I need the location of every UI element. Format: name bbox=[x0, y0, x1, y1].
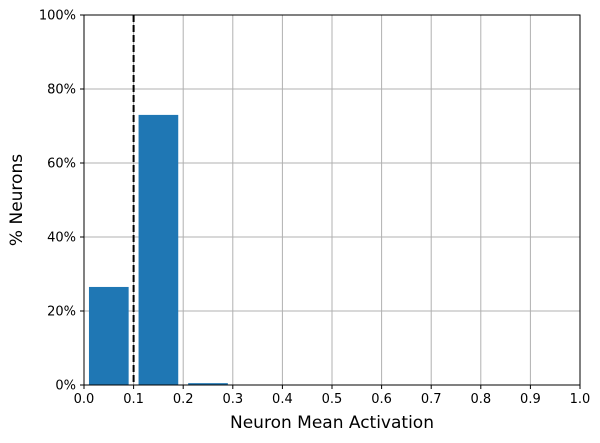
x-tick-label: 0.5 bbox=[322, 392, 343, 407]
y-tick-label: 20% bbox=[47, 305, 76, 320]
y-tick-label: 40% bbox=[47, 231, 76, 246]
x-tick-label: 0.2 bbox=[173, 392, 194, 407]
x-axis-ticks: 0.0 0.1 0.2 0.3 0.4 0.5 0.6 0.7 0.8 0.9 1.0 bbox=[74, 385, 591, 407]
x-tick-label: 0.7 bbox=[421, 392, 442, 407]
histogram-bar bbox=[188, 383, 228, 385]
histogram-bar bbox=[88, 286, 129, 385]
y-tick-label: 0% bbox=[55, 379, 76, 394]
y-tick-label: 60% bbox=[47, 157, 76, 172]
y-tick-label: 80% bbox=[47, 83, 76, 98]
y-axis-label: % Neurons bbox=[7, 154, 27, 246]
x-tick-label: 0.0 bbox=[74, 392, 95, 407]
x-tick-label: 0.4 bbox=[272, 392, 293, 407]
x-tick-label: 0.3 bbox=[222, 392, 243, 407]
histogram-bar bbox=[138, 114, 179, 386]
x-tick-label: 1.0 bbox=[570, 392, 591, 407]
x-axis-label: Neuron Mean Activation bbox=[230, 413, 434, 433]
y-tick-label: 100% bbox=[39, 9, 76, 24]
x-tick-label: 0.6 bbox=[371, 392, 392, 407]
x-tick-label: 0.9 bbox=[520, 392, 541, 407]
histogram-bars bbox=[88, 114, 228, 386]
y-axis-ticks: 0% 20% 40% 60% 80% 100% bbox=[39, 9, 84, 394]
x-tick-label: 0.8 bbox=[470, 392, 491, 407]
x-tick-label: 0.1 bbox=[123, 392, 144, 407]
